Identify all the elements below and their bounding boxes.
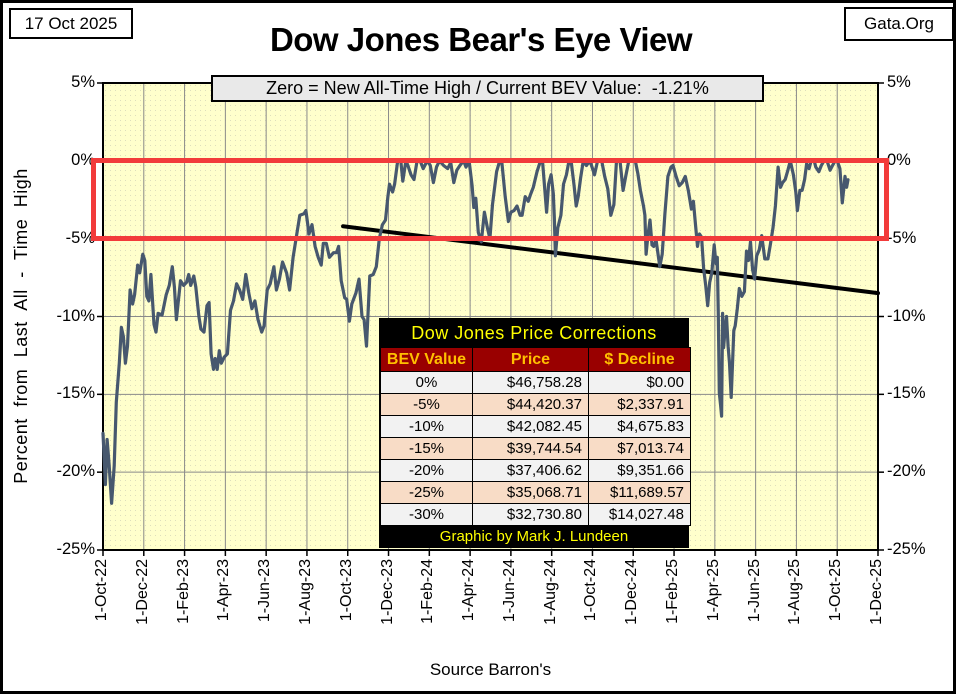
x-tick-label: 1-Oct-22 [93, 559, 110, 622]
y-tick-label-left: 5% [71, 73, 95, 91]
y-tick-label-right: -10% [887, 306, 926, 325]
x-tick-label: 1-Dec-22 [134, 559, 151, 625]
y-tick-label-right: -5% [887, 228, 917, 247]
table-cell: -5% [380, 393, 473, 416]
y-tick-label-left: -5% [65, 228, 95, 247]
table-cell: $11,689.57 [588, 481, 691, 504]
chart-subtitle: Zero = New All-Time High / Current BEV V… [211, 75, 764, 102]
table-cell: $9,351.66 [588, 459, 691, 482]
table-cell: $37,406.62 [472, 459, 589, 482]
site-badge-text: Gata.Org [864, 14, 934, 33]
table-cell: $39,744.54 [472, 437, 589, 460]
table-column-header: Price [472, 347, 589, 372]
table-cell: -10% [380, 415, 473, 438]
y-tick-label-right: -25% [887, 540, 926, 558]
table-cell: $42,082.45 [472, 415, 589, 438]
table-cell: $14,027.48 [588, 503, 691, 526]
table-cell: -25% [380, 481, 473, 504]
table-cell: $7,013.74 [588, 437, 691, 460]
chart-title: Dow Jones Bear's Eye View [269, 21, 693, 58]
date-badge-text: 17 Oct 2025 [24, 13, 118, 33]
table-header-row: BEV Value Price $ Decline [380, 347, 691, 372]
y-tick-label-left: -25% [56, 540, 95, 558]
y-tick-label-right: -15% [887, 384, 926, 403]
x-tick-label: 1-Jun-25 [746, 559, 763, 623]
table-row: -25% $35,068.71 $11,689.57 [380, 481, 691, 504]
table-row: -20% $37,406.62 $9,351.66 [380, 459, 691, 482]
table-cell: $4,675.83 [588, 415, 691, 438]
table-column-header: $ Decline [588, 347, 691, 372]
y-tick-label-right: 5% [887, 73, 911, 91]
table-cell: -15% [380, 437, 473, 460]
table-title: Dow Jones Price Corrections [380, 319, 688, 347]
x-tick-label: 1-Feb-23 [175, 559, 192, 624]
table-cell: -30% [380, 503, 473, 526]
x-tick-label: 1-Apr-25 [705, 559, 722, 622]
y-tick-label-right: -20% [887, 462, 926, 481]
x-tick-label: 1-Dec-25 [868, 559, 885, 625]
table-row: -5% $44,420.37 $2,337.91 [380, 393, 691, 416]
table-cell: $35,068.71 [472, 481, 589, 504]
table-cell: $2,337.91 [588, 393, 691, 416]
x-tick-label: 1-Oct-24 [582, 559, 599, 622]
x-tick-label: 1-Oct-23 [338, 559, 355, 622]
chart-subtitle-text: Zero = New All-Time High / Current BEV V… [266, 78, 709, 98]
y-tick-label-left: -20% [56, 462, 95, 481]
table-row: -30% $32,730.80 $14,027.48 [380, 503, 691, 526]
x-tick-label: 1-Dec-24 [623, 559, 640, 625]
y-axis-title: Percent from Last All - Time High [11, 168, 31, 484]
table-cell: -20% [380, 459, 473, 482]
table-row: -15% $39,744.54 $7,013.74 [380, 437, 691, 460]
x-tick-label: 1-Apr-24 [460, 559, 477, 622]
price-corrections-table: Dow Jones Price Corrections BEV Value Pri… [379, 318, 691, 548]
table-row: 0% $46,758.28 $0.00 [380, 371, 691, 394]
x-tick-label: 1-Aug-23 [297, 559, 314, 625]
y-tick-label-left: 0% [71, 150, 95, 169]
x-tick-label: 1-Apr-23 [215, 559, 232, 622]
x-tick-label: 1-Oct-25 [827, 559, 844, 622]
zero-to-minus5-highlight-box [91, 158, 889, 241]
y-tick-label-left: -15% [56, 384, 95, 403]
table-cell: $44,420.37 [472, 393, 589, 416]
source-note: Source Barron's [429, 660, 552, 679]
x-tick-label: 1-Dec-23 [379, 559, 396, 625]
table-cell: $32,730.80 [472, 503, 589, 526]
x-tick-label: 1-Jun-24 [501, 559, 518, 623]
table-cell: $0.00 [588, 371, 691, 394]
table-column-header: BEV Value [380, 347, 473, 372]
date-badge: 17 Oct 2025 [9, 8, 133, 39]
bev-series-line [101, 159, 850, 505]
y-tick-label-left: -10% [56, 306, 95, 325]
x-tick-label: 1-Aug-24 [542, 559, 559, 625]
y-tick-label-right: 0% [887, 150, 911, 169]
table-cell: 0% [380, 371, 473, 394]
table-footer-credit: Graphic by Mark J. Lundeen [380, 526, 688, 547]
table-grid: BEV Value Price $ Decline 0% $46,758.28 $0.0… [380, 347, 691, 526]
table-row: -10% $42,082.45 $4,675.83 [380, 415, 691, 438]
x-tick-label: 1-Feb-25 [664, 559, 681, 624]
x-tick-label: 1-Jun-23 [256, 559, 273, 623]
x-tick-label: 1-Aug-25 [786, 559, 803, 625]
x-tick-label: 1-Feb-24 [419, 559, 436, 624]
site-badge: Gata.Org [844, 7, 953, 41]
table-cell: $46,758.28 [472, 371, 589, 394]
